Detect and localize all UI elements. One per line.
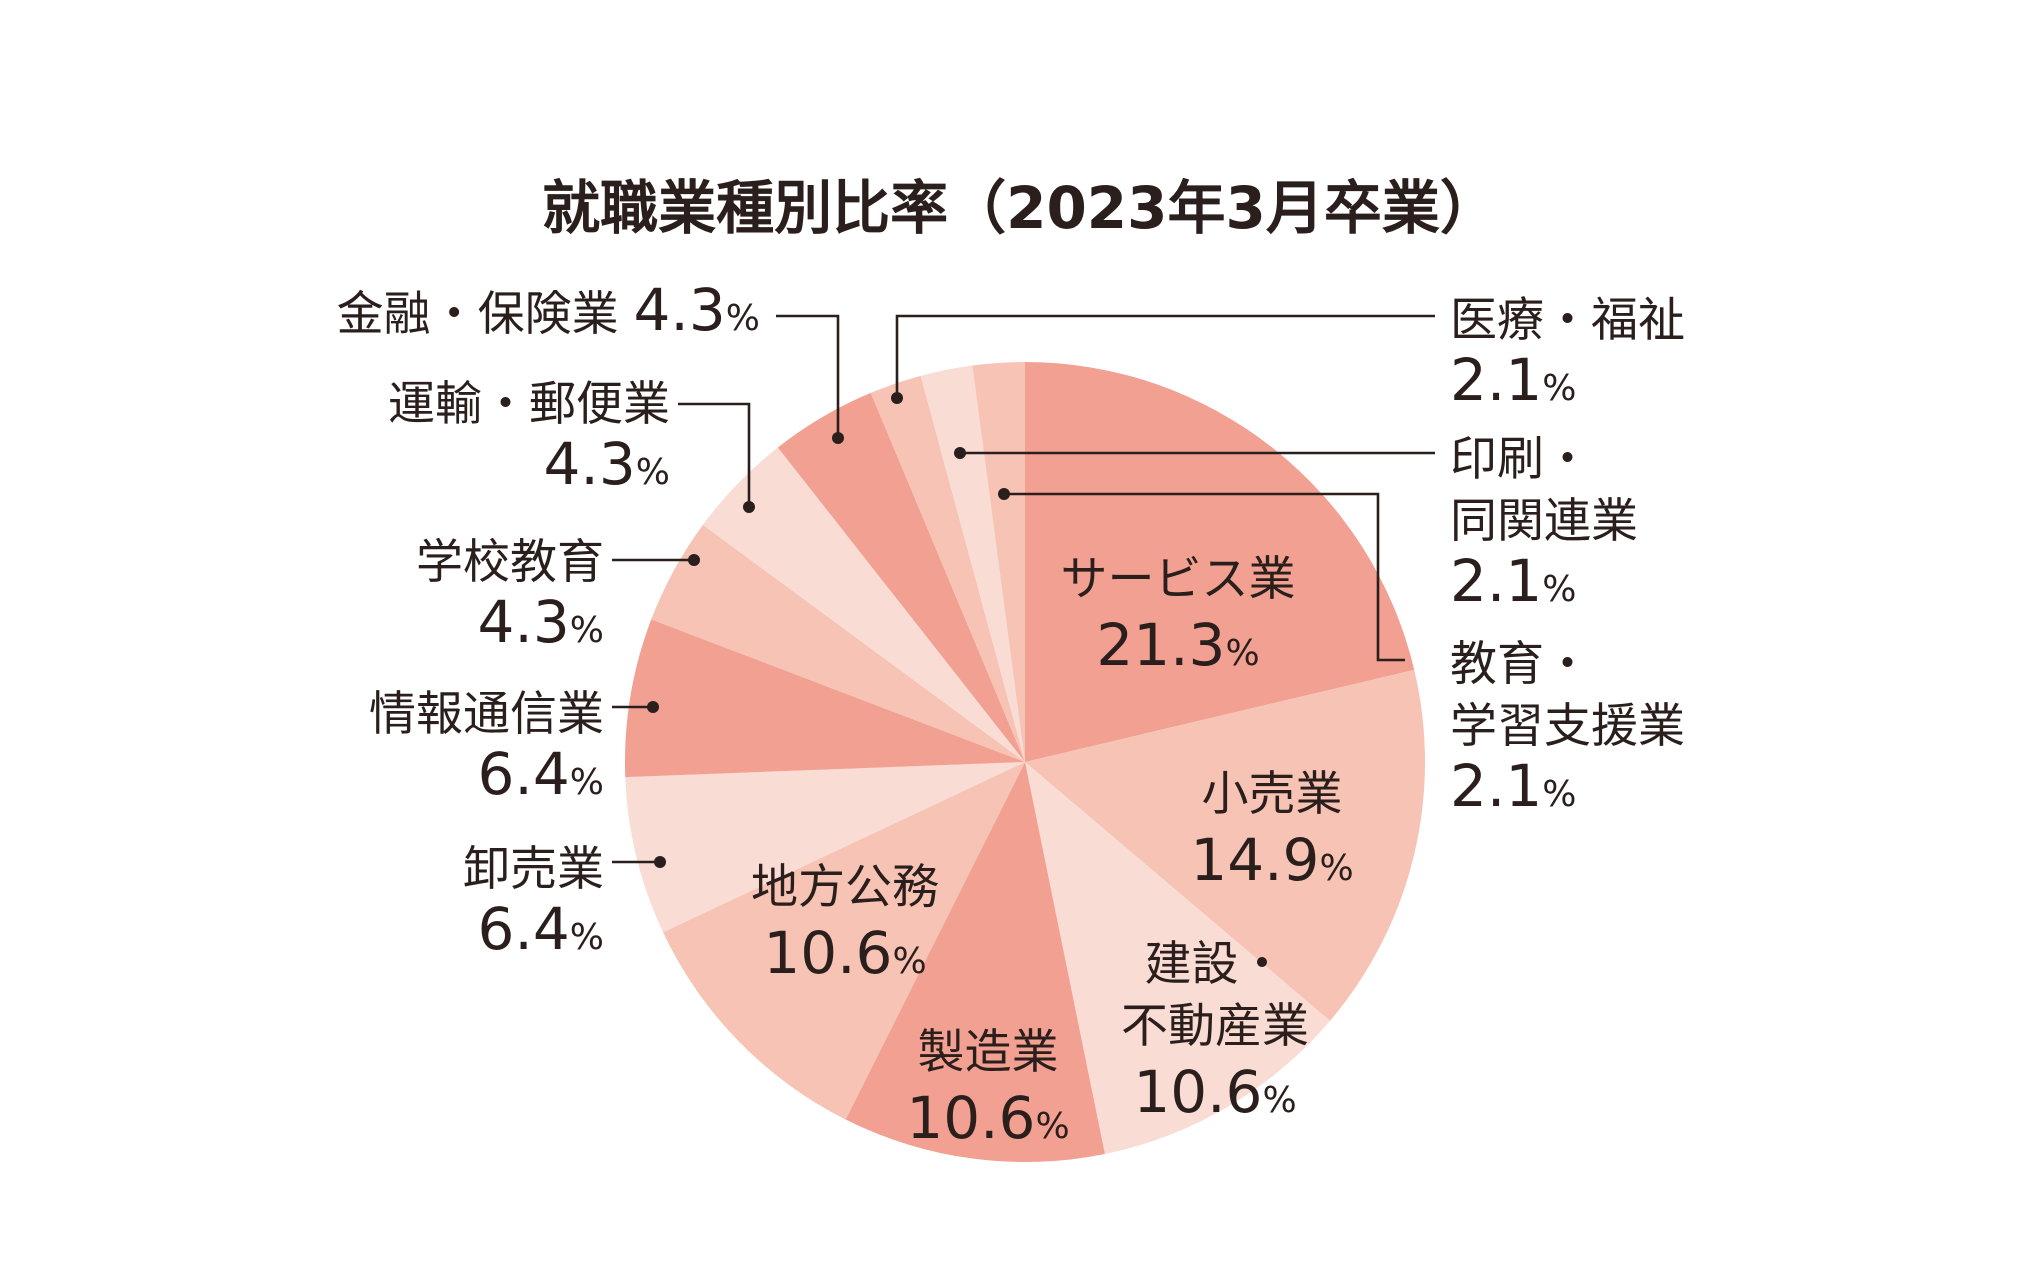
pie-slice xyxy=(920,365,1025,762)
slice-label-name: 印刷・ xyxy=(1450,432,1591,487)
pie-slice xyxy=(777,392,1025,762)
slice-label-name: 学習支援業 xyxy=(1450,699,1685,754)
pie-slice xyxy=(1025,762,1330,1154)
slice-label-value: 10.6% xyxy=(1133,1058,1296,1126)
slice-labels: サービス業21.3%小売業14.9%建設・不動産業10.6%製造業10.6%地方… xyxy=(337,276,1685,1152)
slice-label-name: 同関連業 xyxy=(1450,494,1638,549)
leader-dot xyxy=(998,488,1010,500)
slice-label-name: 小売業 xyxy=(1202,767,1343,822)
leader-lines xyxy=(612,314,1435,868)
slice-label-value: 6.4% xyxy=(478,895,604,963)
pie-slice xyxy=(663,762,1025,1120)
leader-line xyxy=(776,314,840,438)
slice-label-name: 医療・福祉 xyxy=(1450,293,1685,348)
slice-label-name: 製造業 xyxy=(918,1025,1059,1080)
slice-label-value: 6.4% xyxy=(478,740,604,808)
leader-dot xyxy=(688,554,700,566)
leader-dot xyxy=(891,392,903,404)
slice-label-value: 10.6% xyxy=(906,1084,1069,1152)
pie-slice xyxy=(845,762,1105,1163)
leader-dot xyxy=(647,701,659,713)
leader-line xyxy=(895,314,1435,398)
slice-label-name: サービス業 xyxy=(1061,552,1296,607)
slice-label-name: 運輸・郵便業 xyxy=(388,377,670,432)
pie-slices xyxy=(625,362,1425,1163)
pie-slice xyxy=(870,375,1025,762)
pie-slice xyxy=(651,524,1025,762)
chart-title: 就職業種別比率（2023年3月卒業） xyxy=(542,174,1498,242)
slice-label-name: 建設・ xyxy=(1145,937,1286,992)
slice-label-name: 不動産業 xyxy=(1121,999,1309,1054)
slice-label-name: 情報通信業 xyxy=(369,687,604,742)
pie-slice xyxy=(702,447,1025,762)
pie-slice xyxy=(1025,669,1425,1021)
slice-label-value: 4.3% xyxy=(544,430,670,498)
slice-label-value: 2.1% xyxy=(1450,346,1576,414)
slice-label-value: 4.3% xyxy=(478,588,604,656)
slice-label-value: 2.1% xyxy=(1450,547,1576,615)
pie-slice xyxy=(972,362,1025,762)
slice-label-value: 21.3% xyxy=(1096,611,1259,679)
slice-label-name: 教育・ xyxy=(1450,637,1591,692)
slice-label-value: 14.9% xyxy=(1190,826,1353,894)
slice-label-name: 卸売業 xyxy=(463,842,604,897)
leader-line xyxy=(678,402,751,507)
leader-line xyxy=(1004,492,1405,662)
slice-label-name: 地方公務 xyxy=(751,860,939,915)
leader-dot xyxy=(654,856,666,868)
slice-label-value: 10.6% xyxy=(763,919,926,987)
leader-dot xyxy=(743,501,755,513)
leader-dot xyxy=(954,447,966,459)
pie-slice xyxy=(1025,362,1415,762)
pie-slice xyxy=(625,619,1025,778)
leader-dot xyxy=(832,432,844,444)
slice-label: 金融・保険業 4.3% xyxy=(337,276,760,344)
slice-label-value: 2.1% xyxy=(1450,752,1576,820)
slice-label-name: 学校教育 xyxy=(416,535,604,590)
pie-slice xyxy=(625,762,1025,933)
